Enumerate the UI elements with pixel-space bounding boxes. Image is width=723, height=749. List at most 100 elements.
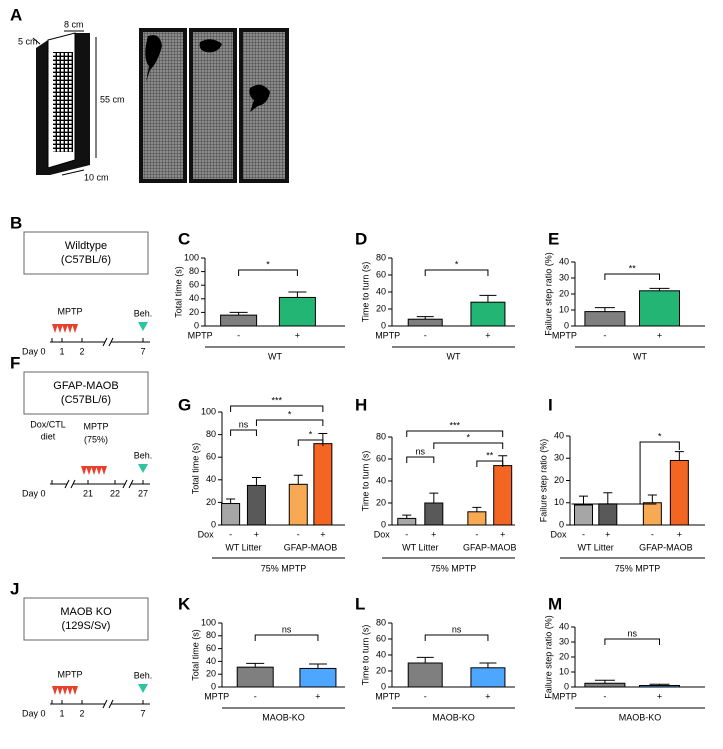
panel-letter: I xyxy=(548,395,553,414)
group-label: MAOB-KO xyxy=(432,712,475,722)
bar xyxy=(424,502,444,526)
y-tick-label: 60 xyxy=(206,643,216,653)
group-label: WT Litter xyxy=(225,542,261,552)
day-label: Day 0 xyxy=(22,708,46,718)
category-label: + xyxy=(605,529,610,539)
group-label: WT xyxy=(447,351,461,361)
day-label: 22 xyxy=(110,488,120,498)
bar xyxy=(313,443,333,526)
y-tick-label: 0 xyxy=(211,681,216,691)
error-bar xyxy=(308,663,327,669)
day-label: 7 xyxy=(140,346,145,356)
significance-bracket xyxy=(230,429,257,436)
category-label: - xyxy=(651,529,654,539)
mptp-arrow xyxy=(86,466,92,475)
y-tick-label: 0 xyxy=(211,519,216,529)
y-tick-label: 60 xyxy=(376,453,386,463)
error-bar xyxy=(251,477,261,486)
bar xyxy=(288,483,308,526)
y-tick-label: 80 xyxy=(376,252,386,262)
row-label: Dox xyxy=(550,529,567,539)
panel-letter: J xyxy=(10,579,19,598)
behavior-label: Beh. xyxy=(134,308,153,318)
significance-label: * xyxy=(467,432,471,442)
bar xyxy=(598,503,618,526)
break xyxy=(105,700,111,708)
category-label: - xyxy=(475,529,478,539)
y-tick-label: 30 xyxy=(554,453,564,463)
group-label: WT xyxy=(268,351,282,361)
category-label: + xyxy=(295,330,300,340)
y-tick-label: 0 xyxy=(381,519,386,529)
chart: G 0 20 40 60 80 100 Total time (s) - + - + Dox WT Lit… xyxy=(178,395,345,573)
row-label: Dox xyxy=(374,529,391,539)
significance-label: ns xyxy=(282,624,292,634)
break-mark xyxy=(102,337,114,347)
y-tick-label: 0 xyxy=(564,320,569,330)
significance-label: *** xyxy=(271,395,282,405)
error-bar xyxy=(472,506,482,512)
y-tick-label: 20 xyxy=(189,307,199,317)
break xyxy=(67,480,73,488)
group-label: MAOB-KO xyxy=(262,712,305,722)
y-axis-label: Time to turn (s) xyxy=(360,625,370,686)
significance-label: ** xyxy=(629,263,637,273)
y-tick-label: 40 xyxy=(376,475,386,485)
dimension: 55 cm xyxy=(100,94,125,104)
error-bar xyxy=(674,451,684,461)
significance-bracket xyxy=(254,634,319,641)
mptp-arrow xyxy=(62,686,68,695)
significance-label: * xyxy=(455,259,459,269)
error-bar xyxy=(288,291,307,298)
mptp-arrow xyxy=(57,686,63,695)
bar xyxy=(639,290,680,327)
significance-bracket xyxy=(406,456,435,463)
error-bar xyxy=(649,683,670,686)
y-tick-label: 80 xyxy=(189,266,199,276)
row-label: MPTP xyxy=(552,691,577,701)
day-label: Day 0 xyxy=(22,346,46,356)
error-bar xyxy=(647,494,657,503)
y-tick-label: 40 xyxy=(206,474,216,484)
bar xyxy=(669,459,689,526)
apparatus-grid xyxy=(53,52,73,152)
y-tick-label: 80 xyxy=(206,630,216,640)
panel-letter: K xyxy=(178,594,191,613)
bar xyxy=(397,517,417,526)
day-label: 1 xyxy=(59,708,64,718)
bar xyxy=(574,504,593,526)
bar xyxy=(246,484,266,526)
significance-label: ns xyxy=(452,624,462,634)
behavior-arrow xyxy=(138,684,148,693)
significance-bracket xyxy=(406,430,504,437)
y-tick-label: 40 xyxy=(206,656,216,666)
bar xyxy=(639,685,680,688)
chart: H 0 20 40 60 80 Time to turn (s) - + - + Dox WT Litt… xyxy=(355,395,517,573)
panel-letter: A xyxy=(10,5,22,24)
significance-bracket xyxy=(476,460,504,467)
category-label: + xyxy=(315,691,320,701)
day-label: 2 xyxy=(79,346,84,356)
category-label: + xyxy=(657,691,662,701)
y-tick-label: 80 xyxy=(376,617,386,627)
group-label: GFAP-MAOB xyxy=(639,542,693,552)
category-label: - xyxy=(254,691,257,701)
mptp-arrow xyxy=(72,324,78,333)
y-tick-label: 80 xyxy=(376,431,386,441)
day-label: 2 xyxy=(79,708,84,718)
behavior-arrow xyxy=(138,322,148,331)
error-bar xyxy=(594,679,615,684)
y-tick-label: 0 xyxy=(381,320,386,330)
day-label: 27 xyxy=(138,488,148,498)
y-tick-label: 20 xyxy=(376,497,386,507)
bar xyxy=(407,662,443,688)
y-tick-label: 60 xyxy=(189,280,199,290)
bar xyxy=(220,314,258,327)
significance-bracket xyxy=(230,405,324,412)
dimension: 10 cm xyxy=(84,172,109,182)
y-tick-label: 60 xyxy=(376,269,386,279)
panel-letter: G xyxy=(178,395,191,414)
row-label: MPTP xyxy=(375,330,400,340)
significance-bracket xyxy=(238,269,298,276)
